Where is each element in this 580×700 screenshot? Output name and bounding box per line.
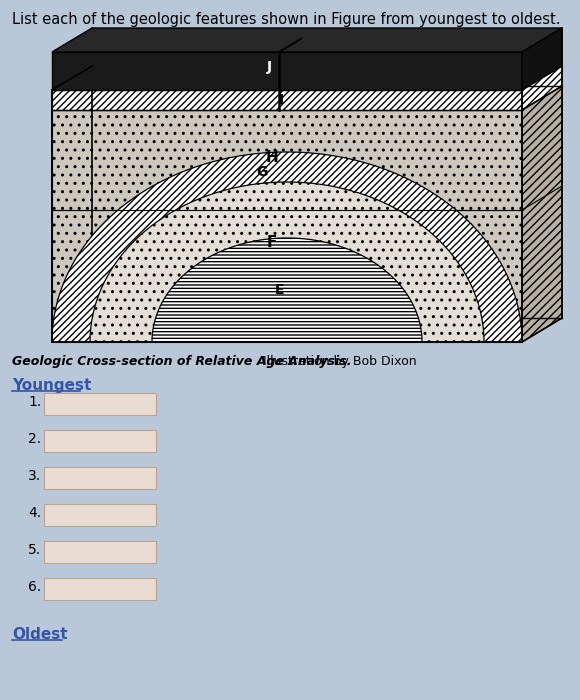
- Polygon shape: [52, 110, 522, 342]
- Text: H: H: [266, 150, 278, 165]
- Text: G: G: [256, 165, 268, 179]
- Polygon shape: [522, 66, 562, 110]
- Polygon shape: [52, 28, 562, 52]
- Text: Illustration by Bob Dixon: Illustration by Bob Dixon: [259, 355, 417, 368]
- Polygon shape: [52, 152, 522, 342]
- Polygon shape: [52, 90, 522, 110]
- Bar: [44, 467, 156, 489]
- Text: Geologic Cross-section of Relative Age Analysis.: Geologic Cross-section of Relative Age A…: [12, 355, 351, 368]
- Text: List each of the geologic features shown in Figure from youngest to oldest.: List each of the geologic features shown…: [12, 12, 560, 27]
- Polygon shape: [522, 86, 562, 342]
- Polygon shape: [522, 86, 562, 210]
- Bar: [44, 393, 156, 415]
- Text: J: J: [266, 60, 271, 74]
- Polygon shape: [52, 110, 522, 210]
- Text: I: I: [278, 93, 284, 107]
- Text: 3.: 3.: [28, 469, 41, 483]
- Text: 2.: 2.: [28, 432, 41, 446]
- Bar: [44, 578, 156, 600]
- Polygon shape: [152, 238, 422, 342]
- Text: Youngest: Youngest: [12, 378, 92, 393]
- Text: 1.: 1.: [28, 395, 41, 409]
- Polygon shape: [90, 182, 484, 342]
- Text: F: F: [267, 235, 277, 251]
- Text: E: E: [274, 283, 284, 297]
- Bar: [44, 541, 156, 563]
- Bar: [44, 504, 156, 526]
- Text: Oldest: Oldest: [12, 627, 68, 642]
- Polygon shape: [52, 52, 522, 90]
- Polygon shape: [522, 28, 562, 90]
- Text: 6.: 6.: [28, 580, 41, 594]
- Bar: [44, 430, 156, 452]
- Text: 4.: 4.: [28, 506, 41, 520]
- Text: 5.: 5.: [28, 543, 41, 557]
